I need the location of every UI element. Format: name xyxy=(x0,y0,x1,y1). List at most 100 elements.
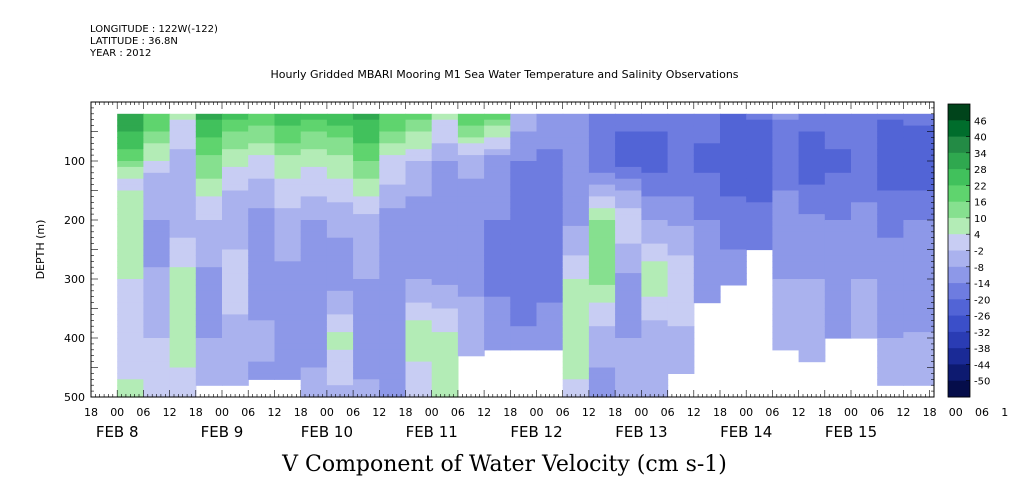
hour-tick-label: 18 xyxy=(503,406,517,419)
heatmap-cell xyxy=(615,125,642,133)
heatmap-cell xyxy=(720,243,747,251)
heatmap-cell xyxy=(693,249,721,256)
heatmap-cell xyxy=(195,373,223,380)
heatmap-cell xyxy=(248,178,275,186)
heatmap-cell xyxy=(851,208,878,215)
heatmap-cell xyxy=(798,332,826,339)
heatmap-cell xyxy=(798,155,826,162)
heatmap-cell xyxy=(431,131,459,138)
heatmap-cell xyxy=(536,273,564,280)
heatmap-cell xyxy=(195,184,223,192)
heatmap-cell xyxy=(379,214,407,221)
heatmap-cell xyxy=(588,273,616,280)
heatmap-cell xyxy=(877,273,904,280)
heatmap-cell xyxy=(693,273,721,280)
heatmap-cell xyxy=(877,149,904,156)
heatmap-cell xyxy=(615,184,642,192)
heatmap-cell xyxy=(510,314,538,321)
heatmap-cell xyxy=(248,196,275,203)
heatmap-cell xyxy=(824,231,852,239)
heatmap-cell xyxy=(143,343,171,351)
heatmap-cell xyxy=(877,190,904,197)
heatmap-cell xyxy=(405,326,433,333)
heatmap-cell xyxy=(405,220,433,227)
heatmap-cell xyxy=(326,261,354,268)
heatmap-cell xyxy=(379,225,407,233)
heatmap-cell xyxy=(588,308,616,315)
heatmap-cell xyxy=(510,320,538,327)
heatmap-cell xyxy=(300,355,328,363)
heatmap-cell xyxy=(877,332,904,339)
heatmap-cell xyxy=(248,149,275,156)
heatmap-cell xyxy=(274,143,302,150)
heatmap-cell xyxy=(798,320,826,327)
heatmap-cell xyxy=(353,302,380,310)
heatmap-cell xyxy=(798,149,826,156)
heatmap-cell xyxy=(405,178,433,186)
heatmap-cell xyxy=(693,131,721,138)
y-tick-label: 100 xyxy=(64,155,85,168)
heatmap-cell xyxy=(248,131,275,138)
heatmap-cell xyxy=(405,190,433,197)
heatmap-cell xyxy=(248,273,275,280)
heatmap-cell xyxy=(248,302,275,310)
heatmap-cell xyxy=(274,149,302,156)
heatmap-cell xyxy=(667,220,695,227)
heatmap-cell xyxy=(248,296,275,304)
heatmap-cell xyxy=(588,249,616,256)
heatmap-cell xyxy=(641,225,669,233)
heatmap-cell xyxy=(379,131,407,138)
heatmap-cell xyxy=(588,143,616,150)
heatmap-cell xyxy=(274,137,302,144)
heatmap-cell xyxy=(431,279,459,286)
heatmap-cell xyxy=(877,178,904,186)
heatmap-cell xyxy=(353,261,380,268)
heatmap-cell xyxy=(510,161,538,168)
colorbar-band xyxy=(948,136,970,154)
heatmap-cell xyxy=(667,284,695,292)
heatmap-cell xyxy=(851,113,878,121)
heatmap-cell xyxy=(326,296,354,304)
heatmap-cell xyxy=(457,338,485,345)
colorbar-label: -2 xyxy=(974,247,984,258)
heatmap-cell xyxy=(693,208,721,215)
heatmap-cell xyxy=(222,214,249,221)
heatmap-cell xyxy=(169,166,197,174)
heatmap-cell xyxy=(274,349,302,357)
heatmap-cell xyxy=(169,161,197,168)
heatmap-cell xyxy=(484,208,511,215)
heatmap-cell xyxy=(536,143,564,150)
heatmap-cell xyxy=(510,225,538,233)
heatmap-cell xyxy=(615,349,642,357)
heatmap-cell xyxy=(431,314,459,321)
heatmap-cell xyxy=(641,361,669,369)
heatmap-cell xyxy=(248,355,275,363)
heatmap-cell xyxy=(903,243,935,251)
heatmap-cell xyxy=(457,214,485,221)
colorbar-band xyxy=(948,315,970,333)
heatmap-cell xyxy=(457,208,485,215)
heatmap-cell xyxy=(117,308,144,315)
date-label: FEB 12 xyxy=(510,423,562,441)
heatmap-cell xyxy=(824,166,852,174)
heatmap-cell xyxy=(222,273,249,280)
heatmap-cell xyxy=(824,326,852,333)
heatmap-cell xyxy=(274,119,302,127)
heatmap-cell xyxy=(169,190,197,197)
heatmap-cell xyxy=(641,343,669,351)
heatmap-cell xyxy=(248,202,275,209)
heatmap-cell xyxy=(588,137,616,144)
heatmap-cell xyxy=(903,267,935,274)
heatmap-cell xyxy=(510,155,538,162)
heatmap-cell xyxy=(353,255,380,262)
heatmap-cell xyxy=(195,143,223,150)
heatmap-cell xyxy=(405,267,433,274)
heatmap-cell xyxy=(300,166,328,174)
heatmap-cell xyxy=(903,184,935,192)
heatmap-cell xyxy=(562,361,590,369)
heatmap-cell xyxy=(851,214,878,221)
colorbar-label: 22 xyxy=(974,181,987,192)
heatmap-cell xyxy=(798,172,826,180)
heatmap-cell xyxy=(379,184,407,192)
heatmap-cell xyxy=(720,113,747,121)
